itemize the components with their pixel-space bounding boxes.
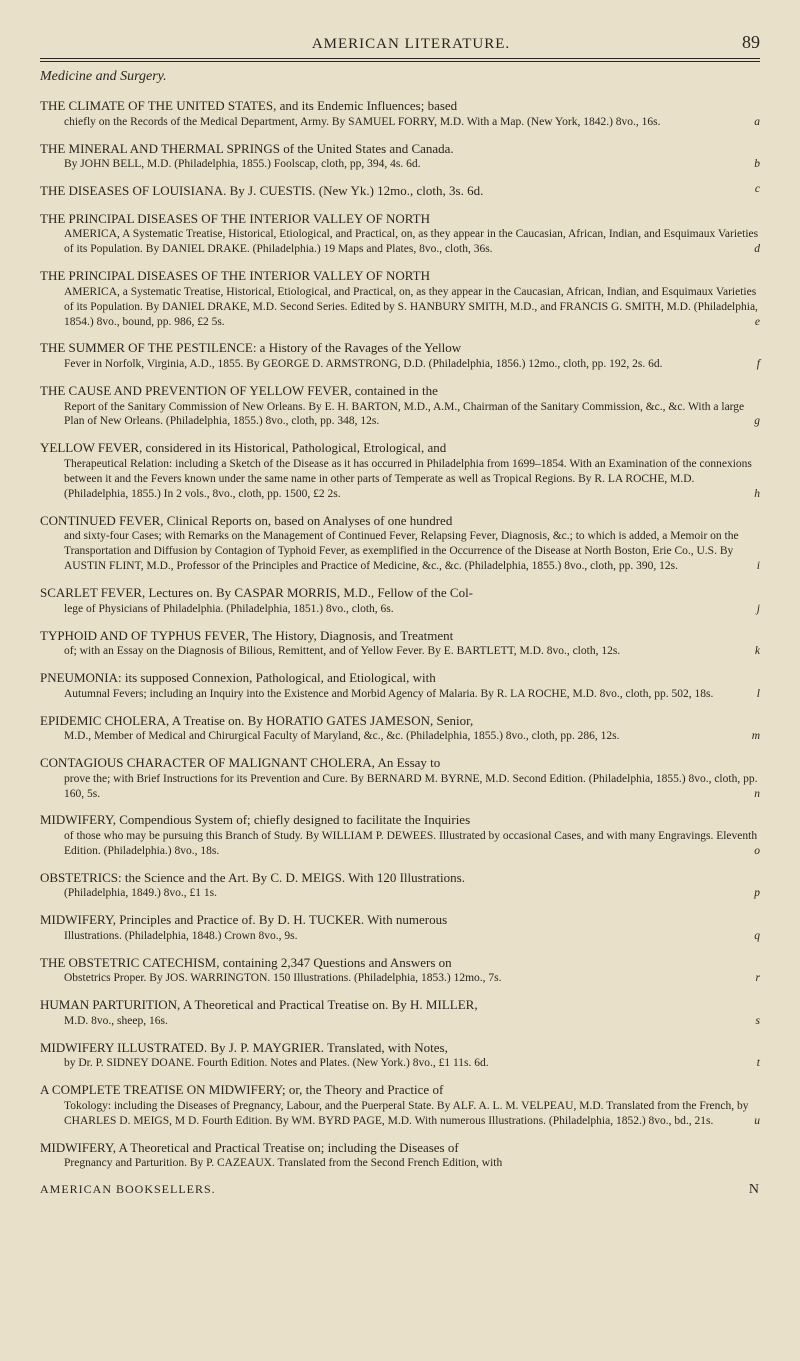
catalog-entry: THE CAUSE AND PREVENTION OF YELLOW FEVER… — [40, 382, 760, 429]
page-footer: AMERICAN BOOKSELLERS. N — [40, 1181, 760, 1197]
entry-title: YELLOW FEVER, considered in its Historic… — [40, 439, 760, 457]
entry-title: THE MINERAL AND THERMAL SPRINGS of the U… — [40, 140, 760, 158]
entry-detail: AMERICA, A Systematic Treatise, Historic… — [40, 227, 760, 257]
entry-title: THE PRINCIPAL DISEASES OF THE INTERIOR V… — [40, 210, 760, 228]
catalog-entry: TYPHOID AND OF TYPHUS FEVER, The History… — [40, 627, 760, 659]
catalog-entry: EPIDEMIC CHOLERA, A Treatise on. By HORA… — [40, 712, 760, 744]
catalog-entry: MIDWIFERY, Principles and Practice of. B… — [40, 911, 760, 943]
catalog-entry: CONTINUED FEVER, Clinical Reports on, ba… — [40, 512, 760, 574]
entry-detail: Autumnal Fevers; including an Inquiry in… — [40, 687, 760, 702]
entry-detail: (Philadelphia, 1849.) 8vo., £1 1s.p — [40, 886, 760, 901]
catalog-entry: PNEUMONIA: its supposed Connexion, Patho… — [40, 669, 760, 701]
ref-letter: u — [754, 1114, 760, 1129]
entry-detail: Report of the Sanitary Commission of New… — [40, 400, 760, 430]
page-number: 89 — [742, 30, 760, 54]
entry-detail: AMERICA, a Systematic Treatise, Historic… — [40, 285, 760, 330]
header-title: AMERICAN LITERATURE. — [80, 34, 742, 54]
ref-letter: o — [754, 844, 760, 859]
entry-detail: Therapeutical Relation: including a Sket… — [40, 457, 760, 502]
ref-letter: p — [754, 886, 760, 901]
catalog-entry: THE PRINCIPAL DISEASES OF THE INTERIOR V… — [40, 267, 760, 329]
entry-title: THE SUMMER OF THE PESTILENCE: a History … — [40, 339, 760, 357]
entry-detail: and sixty-four Cases; with Remarks on th… — [40, 529, 760, 574]
ref-letter: d — [754, 242, 760, 257]
entry-title: SCARLET FEVER, Lectures on. By CASPAR MO… — [40, 584, 760, 602]
ref-letter: t — [757, 1056, 760, 1071]
ref-letter: l — [757, 687, 760, 702]
entry-title: MIDWIFERY, A Theoretical and Practical T… — [40, 1139, 760, 1157]
entry-title: CONTINUED FEVER, Clinical Reports on, ba… — [40, 512, 760, 530]
catalog-entry: A COMPLETE TREATISE ON MIDWIFERY; or, th… — [40, 1081, 760, 1128]
ref-letter: b — [754, 157, 760, 172]
catalog-entry: YELLOW FEVER, considered in its Historic… — [40, 439, 760, 501]
entry-title: OBSTETRICS: the Science and the Art. By … — [40, 869, 760, 887]
entry-title: MIDWIFERY, Principles and Practice of. B… — [40, 911, 760, 929]
entry-detail: Pregnancy and Parturition. By P. CAZEAUX… — [40, 1156, 760, 1171]
entry-detail: chiefly on the Records of the Medical De… — [40, 115, 760, 130]
catalog-entry: THE CLIMATE OF THE UNITED STATES, and it… — [40, 97, 760, 129]
ref-letter: k — [755, 644, 760, 659]
entry-title: THE DISEASES OF LOUISIANA. By J. CUESTIS… — [40, 182, 760, 200]
ref-letter: h — [754, 487, 760, 502]
catalog-entry: THE MINERAL AND THERMAL SPRINGS of the U… — [40, 140, 760, 172]
catalog-entry: THE SUMMER OF THE PESTILENCE: a History … — [40, 339, 760, 371]
entry-title: CONTAGIOUS CHARACTER OF MALIGNANT CHOLER… — [40, 754, 760, 772]
entry-title: THE PRINCIPAL DISEASES OF THE INTERIOR V… — [40, 267, 760, 285]
ref-letter: f — [757, 357, 760, 372]
footer-left: AMERICAN BOOKSELLERS. — [40, 1182, 216, 1196]
entry-title: MIDWIFERY, Compendious System of; chiefl… — [40, 811, 760, 829]
catalog-entry: CONTAGIOUS CHARACTER OF MALIGNANT CHOLER… — [40, 754, 760, 801]
ref-letter: m — [752, 729, 760, 744]
entry-detail: Fever in Norfolk, Virginia, A.D., 1855. … — [40, 357, 760, 372]
catalog-entry: SCARLET FEVER, Lectures on. By CASPAR MO… — [40, 584, 760, 616]
entry-title: THE CLIMATE OF THE UNITED STATES, and it… — [40, 97, 760, 115]
section-heading: Medicine and Surgery. — [40, 61, 760, 87]
entry-detail: of; with an Essay on the Diagnosis of Bi… — [40, 644, 760, 659]
entry-detail: lege of Physicians of Philadelphia. (Phi… — [40, 602, 760, 617]
entry-title: MIDWIFERY ILLUSTRATED. By J. P. MAYGRIER… — [40, 1039, 760, 1057]
ref-letter: a — [754, 115, 760, 130]
ref-letter: i — [757, 559, 760, 574]
entry-title: THE OBSTETRIC CATECHISM, containing 2,34… — [40, 954, 760, 972]
catalog-entry: THE PRINCIPAL DISEASES OF THE INTERIOR V… — [40, 210, 760, 257]
footer-right: N — [749, 1181, 760, 1200]
ref-letter: c — [755, 182, 760, 198]
page-header: AMERICAN LITERATURE. 89 — [40, 30, 760, 59]
catalog-entry: MIDWIFERY ILLUSTRATED. By J. P. MAYGRIER… — [40, 1039, 760, 1071]
entry-detail: Illustrations. (Philadelphia, 1848.) Cro… — [40, 929, 760, 944]
ref-letter: j — [757, 602, 760, 617]
catalog-entry: MIDWIFERY, A Theoretical and Practical T… — [40, 1139, 760, 1171]
catalog-entry: THE OBSTETRIC CATECHISM, containing 2,34… — [40, 954, 760, 986]
ref-letter: r — [756, 971, 760, 986]
entry-detail: M.D. 8vo., sheep, 16s.s — [40, 1014, 760, 1029]
entry-detail: of those who may be pursuing this Branch… — [40, 829, 760, 859]
entry-detail: Obstetrics Proper. By JOS. WARRINGTON. 1… — [40, 971, 760, 986]
catalog-entry: OBSTETRICS: the Science and the Art. By … — [40, 869, 760, 901]
entry-title: THE CAUSE AND PREVENTION OF YELLOW FEVER… — [40, 382, 760, 400]
entry-title: A COMPLETE TREATISE ON MIDWIFERY; or, th… — [40, 1081, 760, 1099]
entries-list: THE CLIMATE OF THE UNITED STATES, and it… — [40, 97, 760, 1171]
entry-detail: M.D., Member of Medical and Chirurgical … — [40, 729, 760, 744]
entry-title: TYPHOID AND OF TYPHUS FEVER, The History… — [40, 627, 760, 645]
ref-letter: s — [756, 1014, 760, 1029]
entry-title: HUMAN PARTURITION, A Theoretical and Pra… — [40, 996, 760, 1014]
entry-detail: By JOHN BELL, M.D. (Philadelphia, 1855.)… — [40, 157, 760, 172]
entry-title: EPIDEMIC CHOLERA, A Treatise on. By HORA… — [40, 712, 760, 730]
catalog-entry: MIDWIFERY, Compendious System of; chiefl… — [40, 811, 760, 858]
entry-detail: prove the; with Brief Instructions for i… — [40, 772, 760, 802]
catalog-entry: THE DISEASES OF LOUISIANA. By J. CUESTIS… — [40, 182, 760, 200]
entry-title: PNEUMONIA: its supposed Connexion, Patho… — [40, 669, 760, 687]
ref-letter: q — [754, 929, 760, 944]
ref-letter: n — [754, 787, 760, 802]
entry-detail: by Dr. P. SIDNEY DOANE. Fourth Edition. … — [40, 1056, 760, 1071]
entry-detail: Tokology: including the Diseases of Preg… — [40, 1099, 760, 1129]
ref-letter: g — [754, 414, 760, 429]
catalog-entry: HUMAN PARTURITION, A Theoretical and Pra… — [40, 996, 760, 1028]
ref-letter: e — [755, 315, 760, 330]
